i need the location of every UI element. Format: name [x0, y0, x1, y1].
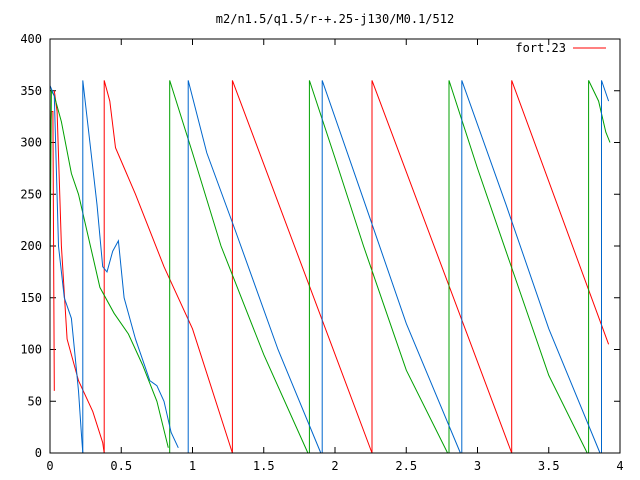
tick-marks — [49, 38, 621, 454]
y-tick-label: 200 — [20, 239, 42, 253]
series-1 — [49, 80, 611, 454]
x-tick-label: 3.5 — [538, 459, 560, 473]
y-tick-label: 350 — [20, 84, 42, 98]
series-2 — [49, 80, 610, 454]
chart-title: m2/n1.5/q1.5/r-+.25-j130/M0.1/512 — [216, 12, 454, 26]
x-tick-label: 4 — [616, 459, 623, 473]
x-tick-labels: 0 0.5 1 1.5 2 2.5 3 3.5 4 — [46, 459, 623, 473]
series-line — [103, 80, 233, 454]
x-tick-label: 2 — [331, 459, 338, 473]
y-tick-label: 300 — [20, 136, 42, 150]
legend-label-fort23: fort.23 — [515, 41, 566, 55]
series-line — [588, 80, 611, 453]
x-tick-label: 0 — [46, 459, 53, 473]
series-line — [49, 85, 84, 454]
x-tick-label: 3 — [474, 459, 481, 473]
series-line — [49, 88, 169, 448]
series-0 — [49, 80, 610, 454]
x-tick-label: 2.5 — [395, 459, 417, 473]
series-line — [321, 80, 461, 454]
series-line — [448, 80, 588, 454]
y-tick-label: 50 — [28, 394, 42, 408]
series-line — [231, 80, 373, 454]
series-line — [601, 80, 610, 453]
series-line — [371, 80, 513, 454]
series-line — [461, 80, 601, 454]
x-tick-label: 0.5 — [110, 459, 132, 473]
series-line — [82, 80, 179, 453]
series-line — [169, 80, 309, 454]
series-line — [511, 80, 610, 453]
x-tick-label: 1 — [189, 459, 196, 473]
legend: fort.23 — [515, 41, 606, 55]
series-line — [187, 80, 322, 454]
y-tick-label: 0 — [35, 446, 42, 460]
y-tick-label: 250 — [20, 187, 42, 201]
series-line — [53, 90, 105, 454]
plot-frame — [49, 38, 621, 454]
y-tick-label: 400 — [20, 32, 42, 46]
y-tick-labels: 0 50 100 150 200 250 300 350 400 — [20, 32, 42, 460]
y-tick-label: 100 — [20, 343, 42, 357]
y-tick-label: 150 — [20, 291, 42, 305]
x-tick-label: 1.5 — [253, 459, 275, 473]
series-line — [308, 80, 449, 454]
series-layer — [49, 80, 611, 454]
